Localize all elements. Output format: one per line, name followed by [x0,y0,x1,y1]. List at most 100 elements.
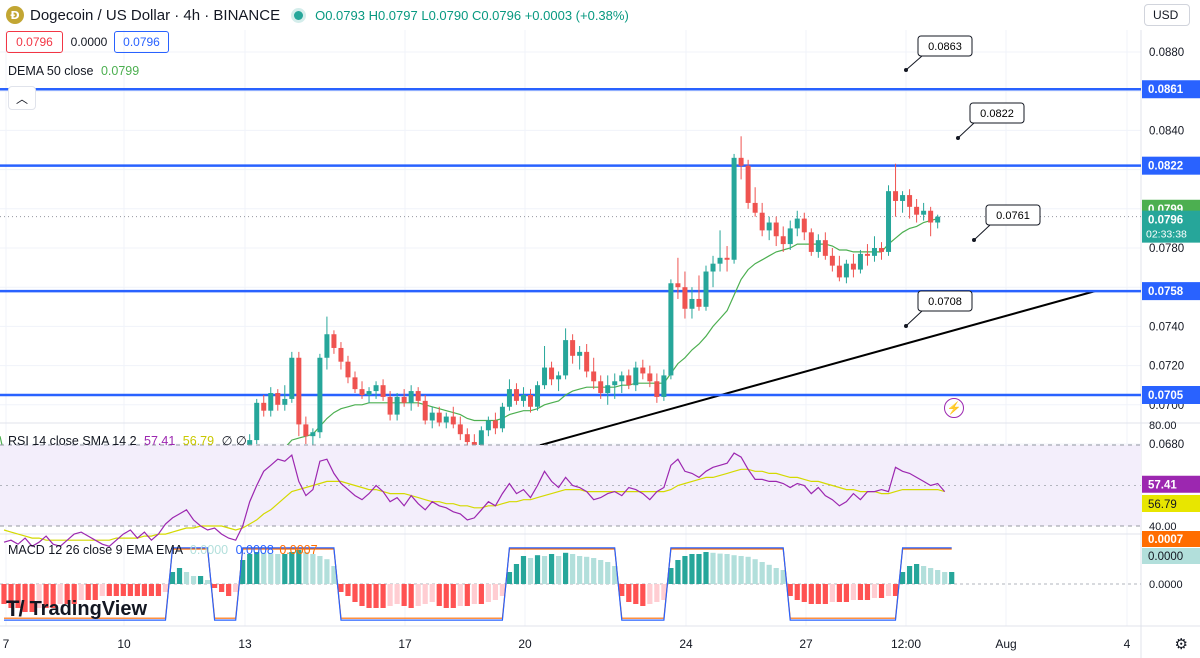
rsi-axis-label-40: 40.00 [1149,521,1177,533]
macd-histogram-bar [169,572,176,584]
macd-histogram-bar [317,556,323,584]
macd-histogram-bar [113,584,119,596]
macd-histogram-bar [815,584,821,604]
macd-line [4,547,952,621]
macd-histogram-bar [127,584,133,596]
macd-histogram-bar [296,550,302,584]
candle-body [745,165,751,203]
macd-histogram-bar [654,584,660,602]
dema-legend[interactable]: DEMA 50 close 0.0799 [8,64,139,78]
candle-body [296,357,302,425]
price-level-tag [1142,80,1200,99]
macd-histogram-bar [338,584,344,592]
candle-body [928,210,934,223]
candle-body [408,391,414,403]
callout-anchor [904,68,908,72]
macd-histogram-bar [633,584,639,604]
macd-histogram-bar [380,584,386,608]
candle-body [794,218,800,229]
macd-histogram-bar [591,558,597,584]
currency-button[interactable]: USD [1144,4,1190,26]
macd-histogram-bar [289,552,295,584]
candle-body [478,430,484,448]
chevron-up-icon: ︿ [15,91,28,106]
macd-histogram-bar [520,556,527,584]
candle-body [275,393,281,405]
macd-histogram-bar [857,584,864,600]
candle-body [380,385,386,397]
candle-body [436,412,442,423]
candle-body [801,218,807,233]
macd-histogram-bar [541,556,548,584]
callout-label: 0.0761 [996,210,1030,222]
macd-histogram-bar [176,568,183,584]
candle-body [850,263,856,270]
candle-body [528,395,533,407]
candle-body [935,216,941,223]
callout-leader [957,122,975,139]
macd-histogram-bar [682,556,688,584]
candle-body [759,212,765,231]
callout-anchor [956,136,960,140]
macd-histogram-bar [555,556,562,584]
candle-body [591,371,597,382]
macd-histogram-bar [731,555,737,584]
symbol-title[interactable]: Dogecoin / US Dollar · 4h · BINANCE [30,6,281,24]
rsi-legend-value: 57.41 [144,434,176,448]
candle-body [605,385,611,394]
candle-body [886,191,892,252]
lightning-icon[interactable]: ⚡ [944,398,964,418]
macd-histogram-bar [1,584,7,604]
macd-histogram-bar [120,584,126,596]
header: Ð Dogecoin / US Dollar · 4h · BINANCE O0… [0,0,629,30]
macd-signal-line [4,548,952,619]
rsi-sma-value-tag-label: 56.79 [1148,499,1177,511]
candle-body [324,334,330,358]
last-price-tag-label: 0.0796 [1148,215,1183,227]
macd-histogram-bar [106,584,112,596]
candle-body [843,263,849,278]
candle-body [261,402,267,411]
macd-histogram-bar [773,568,779,584]
time-tick-label: 7 [3,637,10,651]
rsi-legend-tail: ∅ ∅ [221,434,247,448]
candle-body [717,257,723,264]
collapse-legend-button[interactable]: ︿ [8,86,36,110]
macd-histogram-bar [401,584,407,606]
macd-histogram-bar [92,584,98,600]
gear-icon[interactable]: ⚙ [1174,636,1188,653]
macd-histogram-bar [892,584,899,596]
rsi-legend-label: RSI 14 close SMA 14 2 [8,434,137,448]
macd-histogram-bar [64,584,70,604]
macd-histogram-bar [422,584,428,604]
macd-histogram-bar [885,584,892,596]
candle-body [864,253,870,256]
macd-histogram-bar [233,584,239,592]
ask-price[interactable]: 0.0796 [114,31,169,53]
bid-price[interactable]: 0.0796 [6,31,63,53]
macd-histogram-bar [50,584,56,608]
candle-body [654,381,660,397]
macd-histogram-bar [443,584,449,608]
macd-signal-tag-label: 0.0007 [1148,534,1183,546]
macd-histogram-bar [899,572,906,584]
macd-histogram-bar [134,584,140,596]
candle-body [429,412,435,421]
macd-histogram-bar [183,572,190,584]
macd-histogram-bar [303,552,309,584]
candle-body [752,202,758,213]
rsi-legend[interactable]: RSI 14 close SMA 14 2 57.41 56.79 ∅ ∅ [8,433,247,448]
macd-legend[interactable]: MACD 12 26 close 9 EMA EMA 0.0000 0.0008… [8,543,318,557]
rsi-sma-line [3,468,945,541]
macd-histogram-bar [212,584,218,588]
macd-histogram-bar [626,584,632,602]
tradingview-logo[interactable]: T/ TradingView [6,596,147,622]
macd-histogram-bar [752,559,758,584]
candle-body [366,391,372,395]
callout-box [917,290,973,312]
macd-histogram-bar [429,584,435,602]
candle-body [738,157,744,166]
rsi-value-tag-label: 57.41 [1148,480,1177,492]
macd-histogram-bar [801,584,807,602]
